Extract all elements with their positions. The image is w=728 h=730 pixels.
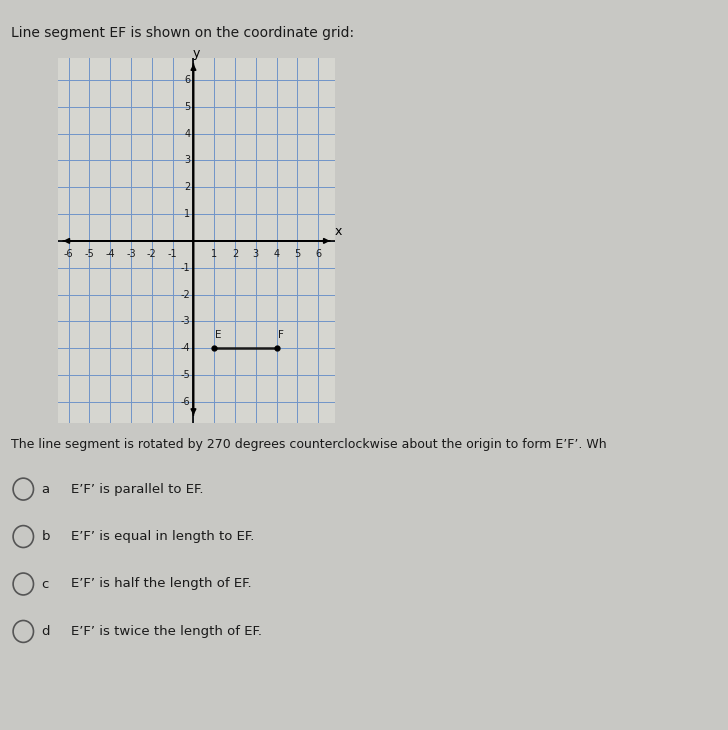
Text: The line segment is rotated by 270 degrees counterclockwise about the origin to : The line segment is rotated by 270 degre… <box>11 438 606 451</box>
Text: E’F’ is equal in length to EF.: E’F’ is equal in length to EF. <box>71 530 254 543</box>
Text: b: b <box>41 530 50 543</box>
Text: -4: -4 <box>106 249 115 259</box>
Text: 2: 2 <box>184 182 190 192</box>
Text: F: F <box>277 330 283 340</box>
Text: -6: -6 <box>181 397 190 407</box>
Text: -1: -1 <box>168 249 178 259</box>
Text: 3: 3 <box>184 155 190 166</box>
Text: E’F’ is parallel to EF.: E’F’ is parallel to EF. <box>71 483 203 496</box>
Text: x: x <box>335 226 342 238</box>
Text: -5: -5 <box>84 249 95 259</box>
Text: 6: 6 <box>315 249 321 259</box>
Text: -4: -4 <box>181 343 190 353</box>
Text: 6: 6 <box>184 75 190 85</box>
Text: 4: 4 <box>184 128 190 139</box>
Text: -2: -2 <box>181 290 190 299</box>
Text: -5: -5 <box>181 370 190 380</box>
Text: 1: 1 <box>211 249 217 259</box>
Text: -1: -1 <box>181 263 190 273</box>
Text: 1: 1 <box>184 209 190 219</box>
Text: y: y <box>193 47 200 60</box>
Text: E’F’ is half the length of EF.: E’F’ is half the length of EF. <box>71 577 251 591</box>
Text: E: E <box>215 330 222 340</box>
Text: -3: -3 <box>126 249 136 259</box>
Text: E’F’ is twice the length of EF.: E’F’ is twice the length of EF. <box>71 625 261 638</box>
Text: 2: 2 <box>232 249 238 259</box>
Text: 3: 3 <box>253 249 259 259</box>
Text: -6: -6 <box>64 249 74 259</box>
Text: d: d <box>41 625 50 638</box>
Text: a: a <box>41 483 50 496</box>
Text: 5: 5 <box>184 101 190 112</box>
Text: -2: -2 <box>147 249 157 259</box>
Text: -3: -3 <box>181 316 190 326</box>
Text: 5: 5 <box>294 249 301 259</box>
Text: c: c <box>41 577 49 591</box>
Text: Line segment EF is shown on the coordinate grid:: Line segment EF is shown on the coordina… <box>11 26 354 39</box>
Text: 4: 4 <box>274 249 280 259</box>
